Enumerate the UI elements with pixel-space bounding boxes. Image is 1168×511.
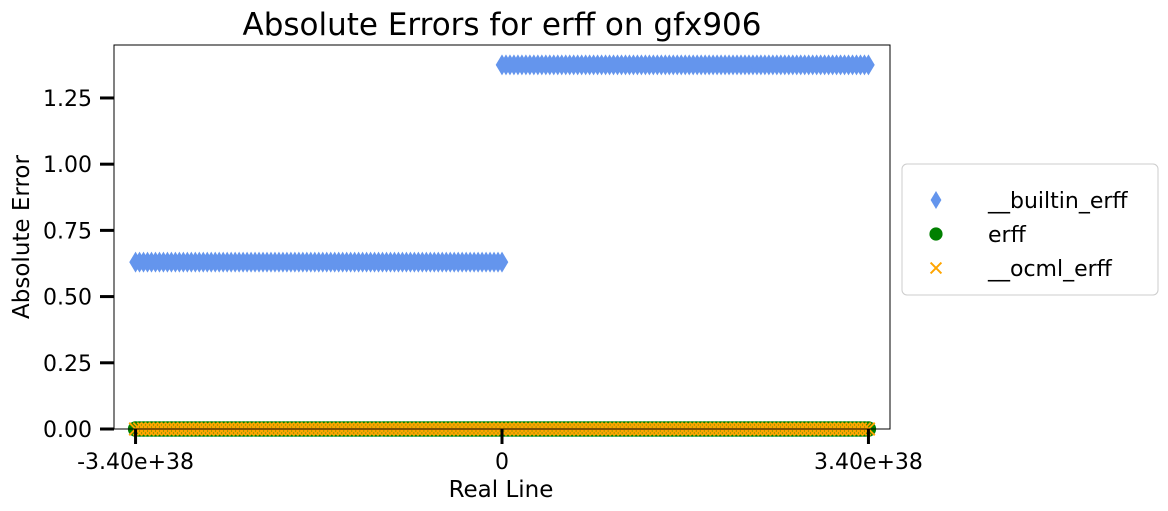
y-tick-label: 0.00: [43, 418, 92, 443]
chart-title: Absolute Errors for erff on gfx906: [243, 7, 762, 43]
legend-marker: [929, 227, 943, 241]
legend-entry: erff: [929, 223, 1027, 248]
legend-label: erff: [988, 223, 1027, 248]
legend-label: __ocml_erff: [987, 257, 1113, 282]
series-builtinerff: [129, 54, 875, 273]
y-tick-label: 0.50: [43, 286, 92, 311]
x-tick-label: 3.40e+38: [814, 450, 923, 475]
y-tick-label: 1.25: [43, 87, 92, 112]
legend-entry: __ocml_erff: [929, 257, 1113, 282]
y-tick-label: 0.75: [43, 219, 92, 244]
y-axis-ticks: 0.00 0.25 0.50 0.75 1.00 1.25: [43, 87, 114, 443]
x-axis-label: Real Line: [449, 477, 554, 503]
x-axis-ticks: -3.40e+38 0 3.40e+38: [77, 429, 923, 475]
x-tick-label: 0: [495, 450, 509, 475]
x-tick-label: -3.40e+38: [77, 450, 194, 475]
y-tick-label: 1.00: [43, 153, 92, 178]
legend-box: [901, 163, 1159, 296]
legend-entry: __builtin_erff: [930, 189, 1128, 214]
data-point: [495, 251, 509, 273]
legend-label: __builtin_erff: [987, 189, 1128, 214]
y-axis-label: Absolute Error: [9, 155, 35, 319]
legend-marker: [929, 261, 943, 275]
data-marks: [127, 54, 877, 437]
y-tick-label: 0.25: [43, 352, 92, 377]
legend-marker: [930, 191, 942, 209]
data-point: [862, 54, 875, 76]
plot-area-frame: [113, 44, 891, 430]
